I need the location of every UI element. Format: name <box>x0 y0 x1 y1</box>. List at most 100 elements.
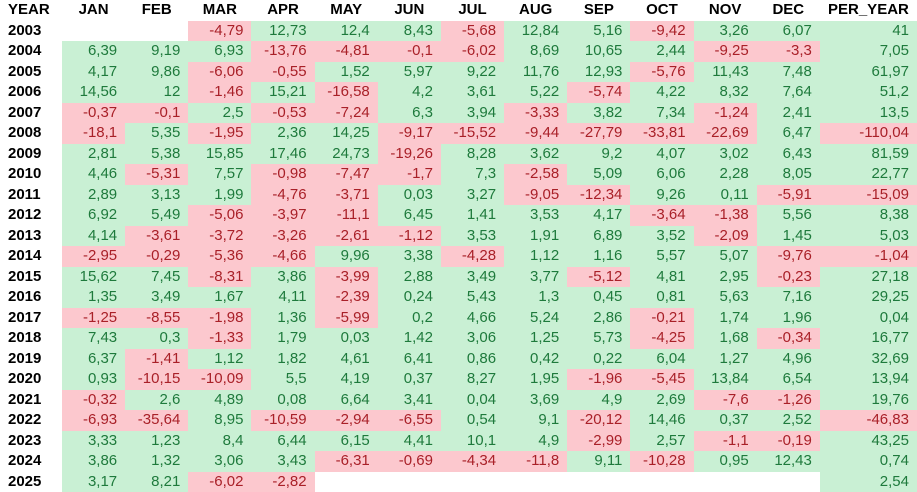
cell-2019-may[interactable]: 4,61 <box>314 348 378 369</box>
cell-2019-jul[interactable]: 0,86 <box>440 348 505 369</box>
cell-2025-jun[interactable] <box>377 471 441 492</box>
cell-2012-may[interactable]: -11,1 <box>314 205 378 226</box>
cell-2006-jan[interactable]: 14,56 <box>62 82 126 103</box>
cell-2007-jul[interactable]: 3,94 <box>440 102 505 123</box>
col-header-jun[interactable]: JUN <box>394 1 425 18</box>
cell-2019-mar[interactable]: 1,12 <box>188 348 252 369</box>
cell-2017-may[interactable]: -5,99 <box>314 307 378 328</box>
cell-2025-nov[interactable] <box>693 471 757 492</box>
cell-2024-jan[interactable]: 3,86 <box>62 451 126 472</box>
cell-2003-apr[interactable]: 12,73 <box>251 20 315 41</box>
cell-2008-feb[interactable]: 5,35 <box>125 123 189 144</box>
cell-2010-jun[interactable]: -1,7 <box>377 164 441 185</box>
cell-2013-sep[interactable]: 6,89 <box>567 225 631 246</box>
cell-2021-dec[interactable]: -1,26 <box>756 389 820 410</box>
cell-2004-sep[interactable]: 10,65 <box>567 41 631 62</box>
cell-2024-jun[interactable]: -0,69 <box>377 451 441 472</box>
cell-2010-nov[interactable]: 2,28 <box>693 164 757 185</box>
cell-2024-mar[interactable]: 3,06 <box>188 451 252 472</box>
cell-2015-dec[interactable]: -0,23 <box>756 266 820 287</box>
cell-2014-apr[interactable]: -4,66 <box>251 246 315 267</box>
cell-2016-aug[interactable]: 1,3 <box>504 287 568 308</box>
cell-2004-jun[interactable]: -0,1 <box>377 41 441 62</box>
cell-2024-sep[interactable]: 9,11 <box>567 451 631 472</box>
cell-2020-nov[interactable]: 13,84 <box>693 369 757 390</box>
cell-2004-oct[interactable]: 2,44 <box>630 41 694 62</box>
cell-2007-nov[interactable]: -1,24 <box>693 102 757 123</box>
cell-2014-feb[interactable]: -0,29 <box>125 246 189 267</box>
cell-2021-feb[interactable]: 2,6 <box>125 389 189 410</box>
cell-2020-may[interactable]: 4,19 <box>314 369 378 390</box>
cell-2005-jun[interactable]: 5,97 <box>377 61 441 82</box>
cell-2024-may[interactable]: -6,31 <box>314 451 378 472</box>
cell-2009-aug[interactable]: 3,62 <box>504 143 568 164</box>
cell-2008-sep[interactable]: -27,79 <box>567 123 631 144</box>
cell-2006-mar[interactable]: -1,46 <box>188 82 252 103</box>
cell-2024-oct[interactable]: -10,28 <box>630 451 694 472</box>
cell-2012-dec[interactable]: 5,56 <box>756 205 820 226</box>
cell-2011-jan[interactable]: 2,89 <box>62 184 126 205</box>
cell-2006-nov[interactable]: 8,32 <box>693 82 757 103</box>
cell-2021-jan[interactable]: -0,32 <box>62 389 126 410</box>
cell-2019-dec[interactable]: 4,96 <box>756 348 820 369</box>
cell-2016-mar[interactable]: 1,67 <box>188 287 252 308</box>
cell-2022-oct[interactable]: 14,46 <box>630 410 694 431</box>
cell-2017-jan[interactable]: -1,25 <box>62 307 126 328</box>
cell-2018-jan[interactable]: 7,43 <box>62 328 126 349</box>
cell-2022-nov[interactable]: 0,37 <box>693 410 757 431</box>
cell-2025-jul[interactable] <box>440 471 505 492</box>
cell-2025-per_year[interactable]: 2,54 <box>819 471 917 492</box>
col-header-apr[interactable]: APR <box>267 1 299 18</box>
cell-2011-feb[interactable]: 3,13 <box>125 184 189 205</box>
col-header-mar[interactable]: MAR <box>202 1 237 18</box>
cell-2006-aug[interactable]: 5,22 <box>504 82 568 103</box>
cell-2024-nov[interactable]: 0,95 <box>693 451 757 472</box>
cell-2004-mar[interactable]: 6,93 <box>188 41 252 62</box>
cell-2008-mar[interactable]: -1,95 <box>188 123 252 144</box>
cell-2025-may[interactable] <box>314 471 378 492</box>
cell-2021-apr[interactable]: 0,08 <box>251 389 315 410</box>
cell-2017-feb[interactable]: -8,55 <box>125 307 189 328</box>
year-label-2017[interactable]: 2017 <box>0 307 62 328</box>
cell-2024-dec[interactable]: 12,43 <box>756 451 820 472</box>
cell-2023-jan[interactable]: 3,33 <box>62 430 126 451</box>
cell-2003-oct[interactable]: -9,42 <box>630 20 694 41</box>
cell-2019-sep[interactable]: 0,22 <box>567 348 631 369</box>
col-header-year[interactable]: YEAR <box>8 1 50 18</box>
cell-2011-sep[interactable]: -12,34 <box>567 184 631 205</box>
cell-2006-sep[interactable]: -5,74 <box>567 82 631 103</box>
cell-2012-feb[interactable]: 5,49 <box>125 205 189 226</box>
year-label-2025[interactable]: 2025 <box>0 471 62 492</box>
cell-2004-jul[interactable]: -6,02 <box>440 41 505 62</box>
cell-2004-aug[interactable]: 8,69 <box>504 41 568 62</box>
cell-2008-aug[interactable]: -9,44 <box>504 123 568 144</box>
cell-2010-mar[interactable]: 7,57 <box>188 164 252 185</box>
cell-2015-feb[interactable]: 7,45 <box>125 266 189 287</box>
cell-2022-per_year[interactable]: -46,83 <box>819 410 917 431</box>
cell-2015-nov[interactable]: 2,95 <box>693 266 757 287</box>
cell-2010-per_year[interactable]: 22,77 <box>819 164 917 185</box>
col-header-per_year[interactable]: PER_YEAR <box>828 1 909 18</box>
cell-2007-may[interactable]: -7,24 <box>314 102 378 123</box>
cell-2008-dec[interactable]: 6,47 <box>756 123 820 144</box>
cell-2014-sep[interactable]: 1,16 <box>567 246 631 267</box>
cell-2008-apr[interactable]: 2,36 <box>251 123 315 144</box>
cell-2004-nov[interactable]: -9,25 <box>693 41 757 62</box>
cell-2017-sep[interactable]: 2,86 <box>567 307 631 328</box>
cell-2014-per_year[interactable]: -1,04 <box>819 246 917 267</box>
cell-2021-sep[interactable]: 4,9 <box>567 389 631 410</box>
cell-2016-per_year[interactable]: 29,25 <box>819 287 917 308</box>
cell-2018-nov[interactable]: 1,68 <box>693 328 757 349</box>
cell-2006-jul[interactable]: 3,61 <box>440 82 505 103</box>
cell-2018-dec[interactable]: -0,34 <box>756 328 820 349</box>
cell-2018-feb[interactable]: 0,3 <box>125 328 189 349</box>
cell-2016-nov[interactable]: 5,63 <box>693 287 757 308</box>
cell-2021-per_year[interactable]: 19,76 <box>819 389 917 410</box>
cell-2018-mar[interactable]: -1,33 <box>188 328 252 349</box>
cell-2010-feb[interactable]: -5,31 <box>125 164 189 185</box>
cell-2022-jan[interactable]: -6,93 <box>62 410 126 431</box>
cell-2012-mar[interactable]: -5,06 <box>188 205 252 226</box>
cell-2015-jul[interactable]: 3,49 <box>440 266 505 287</box>
cell-2009-nov[interactable]: 3,02 <box>693 143 757 164</box>
year-label-2008[interactable]: 2008 <box>0 123 62 144</box>
